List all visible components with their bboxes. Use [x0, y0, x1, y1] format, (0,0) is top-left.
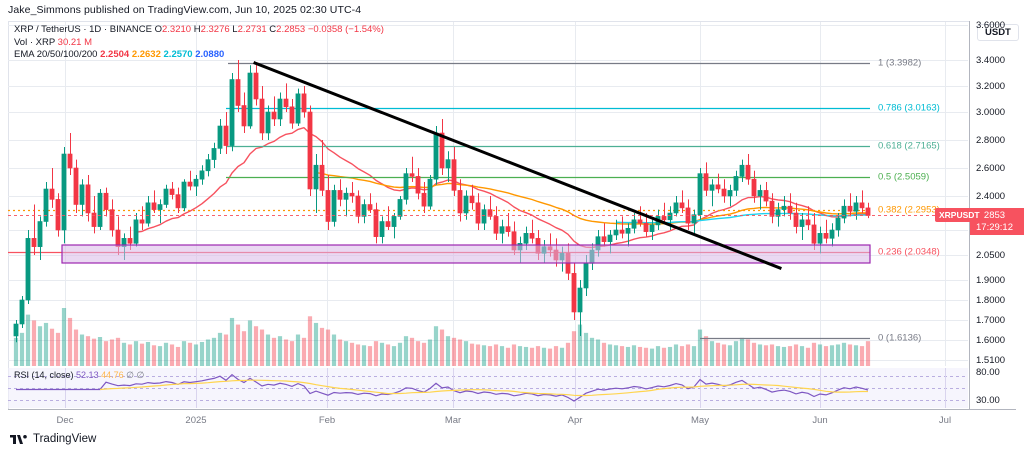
price-plot-svg — [8, 22, 968, 366]
current-price-value: 2.2853 — [976, 210, 1006, 222]
time-tick: May — [691, 415, 709, 426]
fib-level-label[interactable]: 0.618 (2.7165) — [878, 140, 940, 152]
tradingview-wordmark: TradingView — [33, 433, 97, 445]
rsi-scale-tick: 30.00 — [976, 395, 1000, 406]
publisher-byline: Jake_Simmons published on TradingView.co… — [8, 4, 362, 16]
price-tick: 2.6000 — [976, 163, 1006, 174]
current-countdown: 17:29:12 — [976, 221, 1013, 233]
tv-logo-svg — [10, 434, 27, 444]
price-tick: 3.2000 — [976, 81, 1006, 92]
time-tick: 2025 — [185, 415, 207, 426]
ticker-pill[interactable]: XRPUSDT — [935, 208, 984, 223]
time-tick: Apr — [567, 415, 583, 426]
rsi-title: RSI (14, close) — [14, 370, 74, 380]
time-tick: Jul — [938, 415, 952, 426]
fib-level-label[interactable]: 0.5 (2.5059) — [878, 171, 930, 183]
price-tick: 1.9000 — [976, 275, 1006, 286]
rsi-value: 52.13 — [76, 370, 99, 380]
fib-level-label[interactable]: 0.382 (2.2953) — [878, 204, 940, 216]
time-tick: Mar — [444, 415, 462, 426]
rsi-panel[interactable] — [8, 368, 968, 408]
rsi-settings-icon[interactable]: ∅ — [126, 370, 134, 380]
price-tick: 1.8000 — [976, 295, 1006, 306]
price-tick: 2.8000 — [976, 135, 1006, 146]
price-tick: 3.4000 — [976, 55, 1006, 66]
price-tick: 1.5100 — [976, 355, 1006, 366]
time-tick: Dec — [56, 415, 74, 426]
rsi-svg — [8, 368, 968, 408]
price-tick: 1.6000 — [976, 335, 1006, 346]
price-tick: 2.0500 — [976, 250, 1006, 261]
time-tick: Jun — [812, 415, 828, 426]
price-tick: 2.4000 — [976, 191, 1006, 202]
time-tick: Feb — [318, 415, 336, 426]
rsi-ma-value: 44.76 — [101, 370, 124, 380]
currency-badge[interactable]: USDT — [977, 24, 1019, 41]
fib-level-label[interactable]: 0.236 (2.0348) — [878, 246, 940, 258]
fib-level-label[interactable]: 0.786 (3.0163) — [878, 102, 940, 114]
fib-level-label[interactable]: 0 (1.6136) — [878, 332, 922, 344]
price-tick: 3.6000 — [976, 20, 1006, 31]
price-plot-area[interactable] — [8, 22, 968, 366]
price-tick: 1.7000 — [976, 315, 1006, 326]
tradingview-footer: TradingView — [10, 433, 96, 445]
rsi-scale-tick: 80.00 — [976, 367, 1000, 378]
price-tick: 3.0000 — [976, 107, 1006, 118]
fib-level-label[interactable]: 1 (3.3982) — [878, 57, 922, 69]
rsi-legend: RSI (14, close) 52.13 44.76 ∅ ∅ — [14, 370, 144, 381]
rsi-hide-icon[interactable]: ∅ — [136, 370, 145, 380]
tradingview-logo-icon — [10, 434, 28, 445]
time-scale[interactable]: Dec 2025 Feb Mar Apr May Jun Jul — [8, 409, 1016, 431]
